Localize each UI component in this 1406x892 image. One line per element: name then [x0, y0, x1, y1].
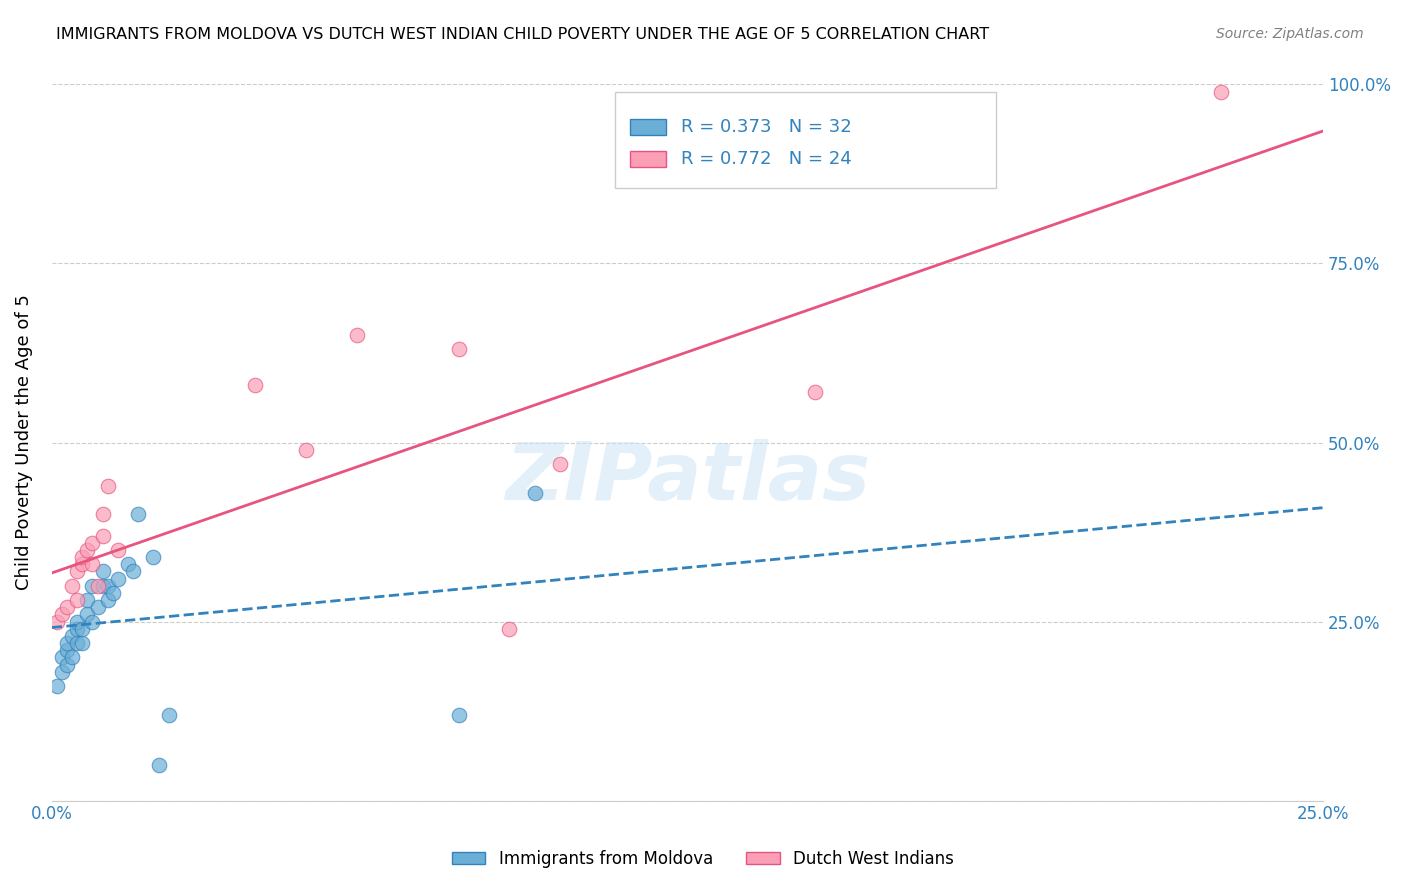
Point [148, 757, 170, 772]
Point [91, 579, 114, 593]
Text: IMMIGRANTS FROM MOLDOVA VS DUTCH WEST INDIAN CHILD POVERTY UNDER THE AGE OF 5 CO: IMMIGRANTS FROM MOLDOVA VS DUTCH WEST IN… [56, 27, 990, 42]
Point [56, 600, 79, 615]
Point [72, 550, 94, 565]
Point [86, 600, 108, 615]
FancyBboxPatch shape [630, 151, 666, 167]
Point [523, 485, 546, 500]
Point [82, 579, 104, 593]
Text: ZIPatlas: ZIPatlas [505, 440, 870, 517]
Point [97, 579, 120, 593]
Point [346, 328, 368, 343]
Point [117, 558, 139, 572]
Point [107, 572, 129, 586]
Point [60, 629, 83, 643]
Point [76, 607, 98, 622]
Point [45, 615, 67, 629]
Point [66, 565, 89, 579]
Point [97, 478, 120, 492]
Point [127, 507, 149, 521]
Point [82, 558, 104, 572]
Point [447, 707, 470, 722]
Point [91, 565, 114, 579]
Point [76, 593, 98, 607]
Text: Source: ZipAtlas.com: Source: ZipAtlas.com [1216, 27, 1364, 41]
Point [550, 457, 572, 471]
Point [66, 593, 89, 607]
Point [51, 650, 73, 665]
Point [56, 643, 79, 657]
Point [295, 442, 318, 457]
Text: R = 0.772   N = 24: R = 0.772 N = 24 [681, 150, 852, 168]
Point [56, 636, 79, 650]
Point [82, 615, 104, 629]
Point [60, 579, 83, 593]
Point [56, 657, 79, 672]
Point [107, 543, 129, 558]
Point [498, 622, 520, 636]
Point [101, 586, 124, 600]
Legend: Immigrants from Moldova, Dutch West Indians: Immigrants from Moldova, Dutch West Indi… [446, 844, 960, 875]
Point [86, 579, 108, 593]
Point [51, 607, 73, 622]
Point [66, 622, 89, 636]
Point [72, 636, 94, 650]
Point [157, 707, 180, 722]
Point [72, 558, 94, 572]
Point [243, 378, 266, 392]
FancyBboxPatch shape [630, 119, 666, 135]
Point [91, 507, 114, 521]
Point [142, 550, 165, 565]
Point [66, 615, 89, 629]
Point [51, 665, 73, 679]
Point [447, 343, 470, 357]
Point [76, 543, 98, 558]
Point [45, 679, 67, 693]
Point [66, 636, 89, 650]
Point [803, 385, 825, 400]
Point [91, 528, 114, 542]
Point [1211, 85, 1233, 99]
Point [72, 622, 94, 636]
Text: R = 0.373   N = 32: R = 0.373 N = 32 [681, 118, 852, 136]
Point [60, 650, 83, 665]
Y-axis label: Child Poverty Under the Age of 5: Child Poverty Under the Age of 5 [15, 294, 32, 591]
Point [82, 536, 104, 550]
Point [122, 565, 145, 579]
FancyBboxPatch shape [614, 92, 997, 188]
Point [97, 593, 120, 607]
